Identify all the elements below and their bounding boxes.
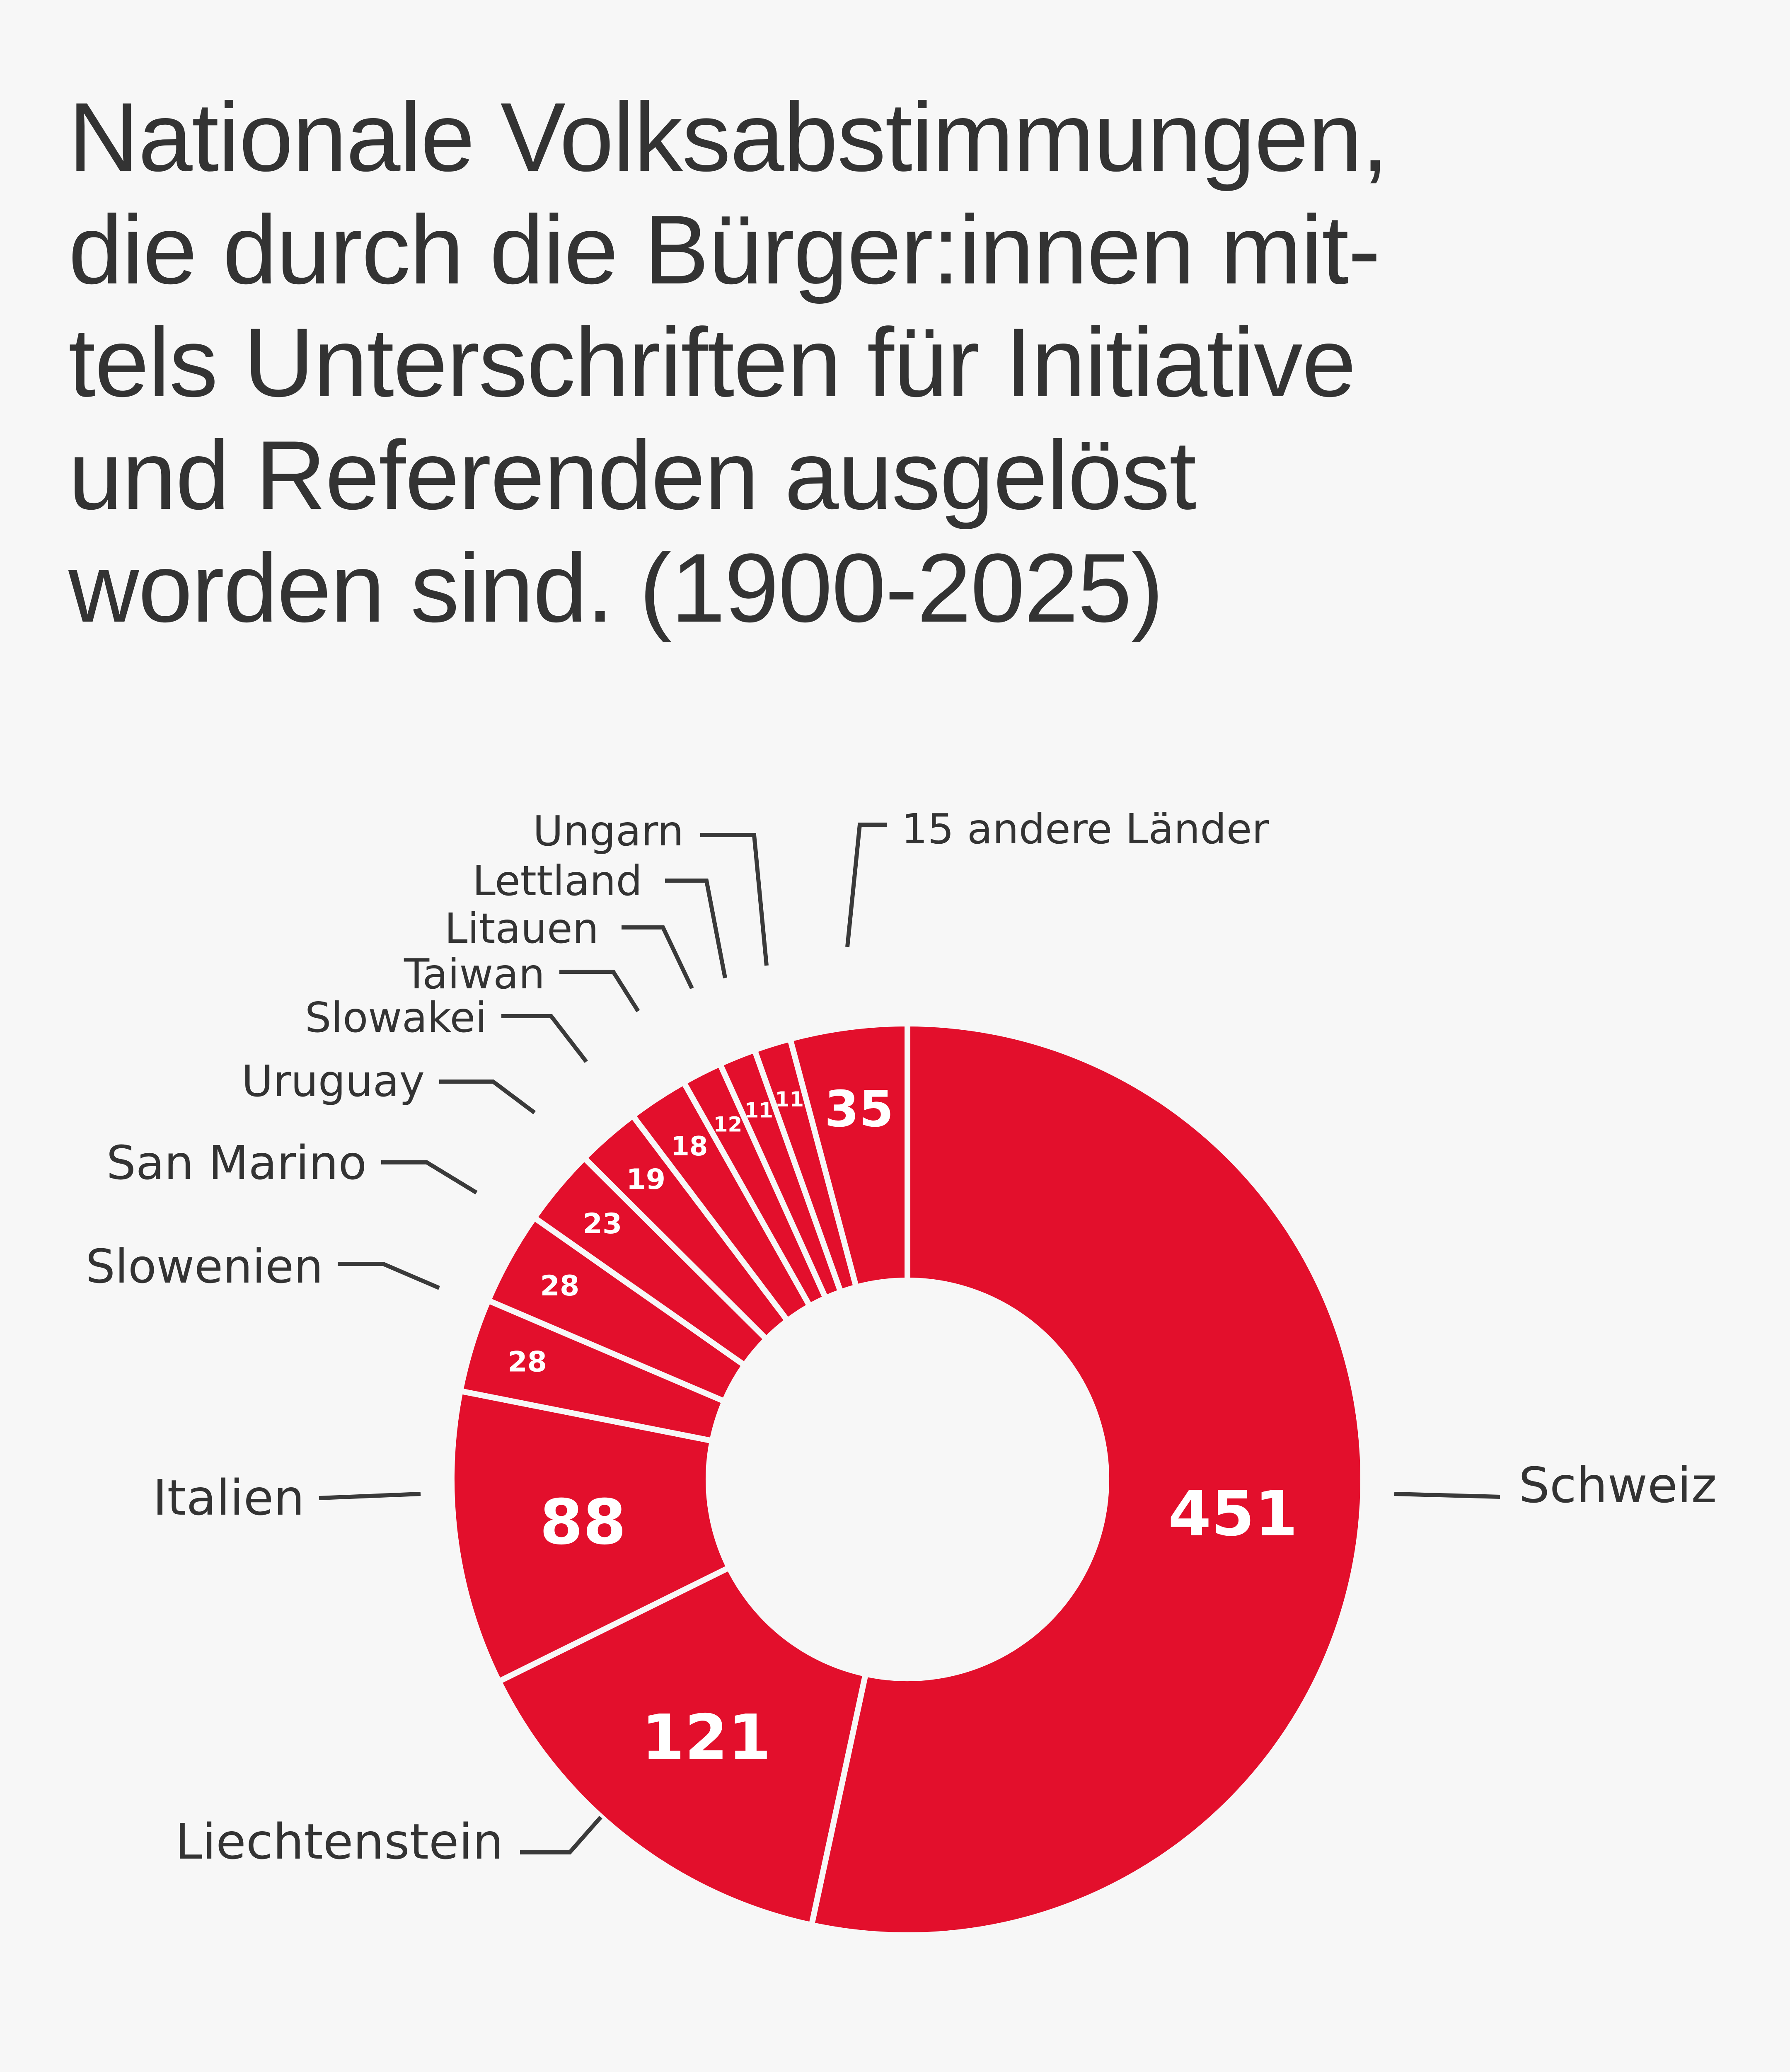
value-label-ungarn: 11 — [775, 1087, 804, 1111]
value-label-schweiz: 451 — [1168, 1478, 1298, 1550]
category-label-taiwan: Taiwan — [404, 950, 545, 998]
leader-line-ungarn — [700, 833, 769, 966]
leader-line-taiwan — [559, 970, 640, 1012]
leader-line-uruguay — [439, 1080, 536, 1114]
value-label-uruguay: 23 — [583, 1208, 622, 1240]
category-label-slowenien: Slowenien — [86, 1240, 323, 1294]
leader-line-15-andere-laender — [845, 823, 887, 947]
leader-line-lettland — [665, 879, 727, 978]
value-label-slowenien: 28 — [508, 1346, 547, 1378]
leader-lines-group — [319, 823, 1500, 1854]
value-label-italien: 88 — [539, 1486, 626, 1559]
category-label-litauen: Litauen — [445, 904, 599, 953]
value-label-litauen: 12 — [714, 1112, 743, 1136]
value-label-slowakei: 19 — [626, 1163, 665, 1196]
value-label-san-marino: 28 — [540, 1270, 580, 1302]
leader-line-italien — [319, 1492, 421, 1500]
leader-line-san-marino — [381, 1160, 478, 1195]
leader-line-liechtenstein — [520, 1815, 602, 1854]
leader-line-schweiz — [1394, 1492, 1500, 1499]
leader-line-litauen — [622, 925, 694, 990]
value-label-15-andere-laender: 35 — [825, 1081, 894, 1138]
slice-italien[interactable] — [449, 1387, 733, 1685]
slice-liechtenstein[interactable] — [495, 1564, 869, 1929]
slice-schweiz[interactable] — [808, 1020, 1366, 1938]
category-label-italien: Italien — [153, 1469, 305, 1526]
category-label-slowakei: Slowakei — [305, 993, 487, 1042]
value-label-lettland: 11 — [745, 1099, 774, 1123]
category-labels-group: Schweiz Liechtenstein Italien Slowenien San … — [86, 805, 1717, 1870]
category-label-uruguay: Uruguay — [242, 1056, 425, 1106]
slice-15-andere-laender[interactable] — [786, 1020, 910, 1291]
title-line-1: Nationale Volksabstimmungen, — [68, 82, 1388, 192]
title-line-4: und Referenden ausgelöst — [68, 421, 1197, 530]
leader-line-slowakei — [501, 1014, 588, 1063]
value-label-taiwan: 18 — [671, 1131, 708, 1162]
category-label-15-andere-laender: 15 andere Länder — [901, 805, 1269, 853]
title-line-3: tels Unterschriften für Initiative — [68, 308, 1356, 417]
category-label-schweiz: Schweiz — [1519, 1457, 1717, 1514]
category-label-liechtenstein: Liechtenstein — [175, 1813, 503, 1870]
value-label-liechtenstein: 121 — [641, 1702, 771, 1774]
title-line-2: die durch die Bürger:innen mit- — [68, 195, 1381, 305]
title-line-5: worden sind. (1900-2025) — [68, 533, 1164, 643]
category-label-lettland: Lettland — [472, 857, 642, 905]
slices-group — [449, 1020, 1366, 1938]
leader-line-slowenien — [338, 1262, 440, 1290]
category-label-ungarn: Ungarn — [533, 807, 684, 855]
chart-title: Nationale Volksabstimmungen, die durch d… — [68, 81, 1726, 644]
category-label-san-marino: San Marino — [106, 1136, 367, 1190]
